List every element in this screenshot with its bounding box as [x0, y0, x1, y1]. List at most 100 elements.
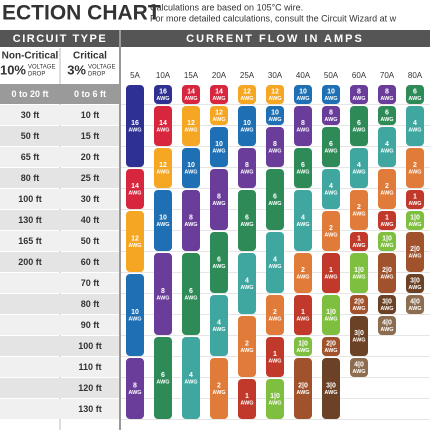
gauge: 3|0	[382, 298, 392, 305]
unit: AWG	[324, 316, 337, 322]
gauge: 8	[245, 162, 249, 169]
unit: AWG	[380, 243, 393, 249]
gauge: 3|0	[410, 277, 420, 284]
unit: AWG	[352, 96, 365, 102]
gauge: 10	[159, 214, 167, 221]
wire-bar	[182, 337, 200, 419]
gauge: 4	[357, 162, 361, 169]
wire-bar	[210, 106, 228, 125]
length: 165 ft	[18, 236, 42, 246]
gauge: 8	[385, 88, 389, 95]
length: 50 ft	[21, 131, 40, 141]
gauge: 4|0	[410, 298, 420, 305]
wire-bar	[322, 337, 340, 356]
wire-bar	[210, 169, 228, 230]
unit: AWG	[268, 400, 281, 406]
gauge: 2	[217, 382, 221, 389]
gauge: 10	[215, 141, 223, 148]
gauge: 4	[273, 256, 277, 263]
gauge: 1	[357, 235, 361, 242]
unit: AWG	[408, 253, 421, 259]
wire-bar	[378, 295, 396, 314]
length: 50 ft	[81, 236, 100, 246]
gauge: 10	[243, 120, 251, 127]
unit: AWG	[324, 96, 337, 102]
wire-bar	[126, 169, 144, 209]
gauge: 1|0	[410, 214, 420, 221]
unit: AWG	[380, 190, 393, 196]
unit: AWG	[296, 274, 309, 280]
gauge: 8	[329, 109, 333, 116]
wire-bar	[378, 127, 396, 167]
wire-bar	[406, 190, 424, 209]
wire-bar	[350, 253, 368, 293]
gauge: 3|0	[326, 382, 336, 389]
length: 30 ft	[21, 110, 40, 120]
length: 90 ft	[81, 320, 100, 330]
amps-label: 15A	[184, 71, 199, 80]
wire-bar	[182, 85, 200, 104]
gauge: 4	[385, 141, 389, 148]
length: 0 to 20 ft	[11, 89, 48, 99]
wire-bar	[350, 190, 368, 230]
unit: AWG	[408, 169, 421, 175]
gauge: 16	[131, 120, 139, 127]
wire-bar	[294, 295, 312, 335]
unit: AWG	[380, 306, 393, 312]
length: 0 to 6 ft	[74, 89, 106, 99]
unit: AWG	[240, 285, 253, 291]
amps-label: 70A	[380, 71, 395, 80]
wire-bar	[322, 106, 340, 125]
amps-label: 10A	[156, 71, 171, 80]
wire-bar	[322, 169, 340, 209]
gauge: 4	[217, 319, 221, 326]
unit: AWG	[184, 379, 197, 385]
gauge: 4|0	[382, 319, 392, 326]
gauge: 10	[131, 309, 139, 316]
row-bg	[0, 336, 119, 356]
unit: AWG	[408, 285, 421, 291]
unit: AWG	[240, 222, 253, 228]
unit: AWG	[380, 222, 393, 228]
column-label: Non-Critical	[2, 51, 59, 62]
unit: AWG	[408, 96, 421, 102]
length: 30 ft	[81, 194, 100, 204]
wire-bar	[266, 169, 284, 230]
wire-bar	[322, 127, 340, 167]
unit: AWG	[296, 127, 309, 133]
gauge: 2	[245, 340, 249, 347]
unit: AWG	[408, 127, 421, 133]
unit: AWG	[268, 148, 281, 154]
wire-bar	[154, 190, 172, 251]
wire-bar	[294, 253, 312, 293]
gauge: 2	[385, 183, 389, 190]
gauge: 1|0	[354, 267, 364, 274]
wire-bar	[322, 211, 340, 251]
unit: AWG	[240, 96, 253, 102]
wire-bar	[350, 358, 368, 377]
unit: AWG	[156, 127, 169, 133]
unit: AWG	[352, 211, 365, 217]
unit: AWG	[324, 190, 337, 196]
unit: AWG	[156, 379, 169, 385]
gauge: 2|0	[298, 382, 308, 389]
drop-label: VOLTAGE	[28, 65, 55, 71]
wire-bar	[294, 358, 312, 419]
length: 40 ft	[81, 215, 100, 225]
length: 100 ft	[78, 341, 102, 351]
gauge: 10	[187, 162, 195, 169]
unit: AWG	[184, 222, 197, 228]
unit: AWG	[380, 96, 393, 102]
row-bg	[0, 84, 119, 104]
wire-bar	[294, 337, 312, 356]
row-bg	[0, 189, 119, 209]
section-title: CURRENT FLOW IN AMPS	[186, 33, 364, 45]
unit: AWG	[296, 348, 309, 354]
gauge: 6	[413, 88, 417, 95]
wire-bar	[126, 85, 144, 167]
row-bg	[0, 273, 119, 293]
gauge: 1|0	[298, 340, 308, 347]
row-bg	[0, 231, 119, 251]
wire-bar	[294, 85, 312, 104]
gauge: 10	[327, 88, 335, 95]
